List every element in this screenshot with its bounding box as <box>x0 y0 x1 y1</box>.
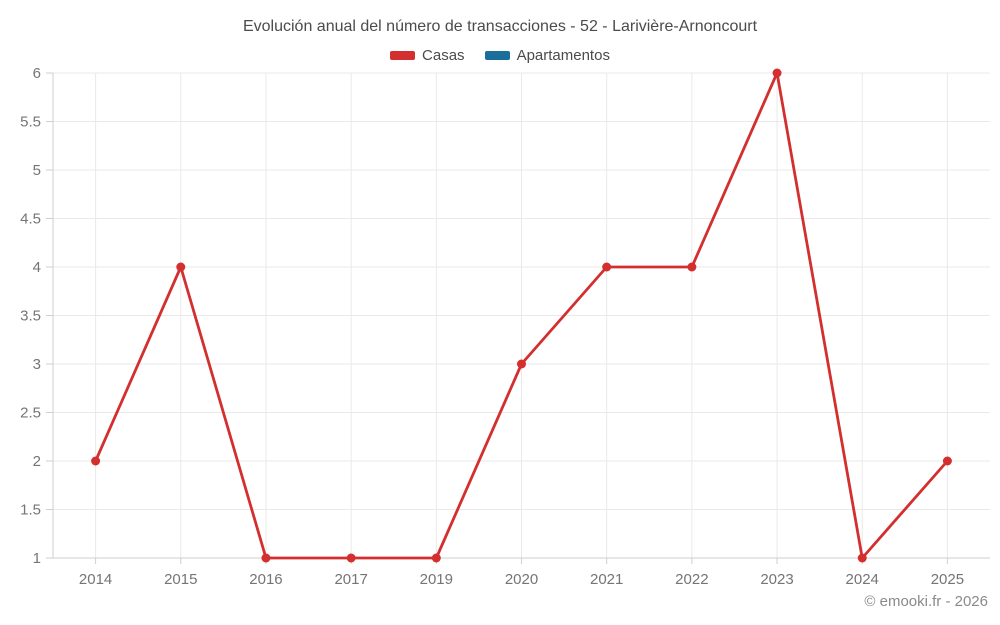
x-axis-label: 2020 <box>505 571 538 588</box>
apartamentos-series-swatch-icon <box>484 50 510 60</box>
footer-credit: © emooki.fr - 2026 <box>864 593 988 610</box>
x-axis-label: 2014 <box>79 571 112 588</box>
y-axis-label: 4 <box>33 259 41 276</box>
data-point-casas[interactable] <box>942 456 952 466</box>
data-point-casas[interactable] <box>517 359 526 369</box>
x-axis-label: 2023 <box>760 571 793 588</box>
y-axis-label: 2.5 <box>20 405 41 422</box>
data-point-casas[interactable] <box>687 262 697 272</box>
y-axis-label: 3.5 <box>20 308 41 325</box>
chart-title: Evolución anual del número de transaccio… <box>242 18 758 35</box>
y-axis-label: 5 <box>33 162 41 179</box>
y-axis-label: 2 <box>33 453 41 470</box>
legend-item-casas[interactable]: Casas <box>390 47 465 64</box>
x-axis-label: 2022 <box>675 571 708 588</box>
y-axis-label: 1 <box>33 550 41 567</box>
y-axis-label: 4.5 <box>20 211 41 228</box>
x-axis-label: 2015 <box>164 571 197 588</box>
legend-label-apartamentos: Apartamentos <box>516 46 610 64</box>
legend-item-apartamentos[interactable]: Apartamentos <box>484 46 610 64</box>
y-axis-label: 6 <box>33 65 41 82</box>
data-point-casas[interactable] <box>857 553 867 563</box>
data-point-casas[interactable] <box>91 456 101 466</box>
y-axis-label: 1.5 <box>20 502 41 519</box>
data-point-casas[interactable] <box>261 553 271 563</box>
x-axis-label: 2016 <box>249 571 282 588</box>
data-point-casas[interactable] <box>346 553 356 563</box>
legend: Casas Apartamentos <box>0 46 1000 64</box>
legend-label-casas: Casas <box>422 46 465 64</box>
casas-series-swatch-icon <box>390 50 416 60</box>
data-point-casas[interactable] <box>772 68 782 78</box>
data-point-casas[interactable] <box>431 553 441 563</box>
x-axis-label: 2017 <box>334 571 367 588</box>
x-axis-label: 2024 <box>846 571 879 588</box>
y-axis-label: 5.5 <box>20 114 41 131</box>
x-axis-label: 2021 <box>590 571 623 588</box>
data-point-casas[interactable] <box>176 262 186 272</box>
y-axis-label: 3 <box>33 356 41 373</box>
x-axis-label: 2025 <box>931 571 964 588</box>
data-point-casas[interactable] <box>602 262 612 272</box>
x-axis-label: 2019 <box>420 571 453 588</box>
